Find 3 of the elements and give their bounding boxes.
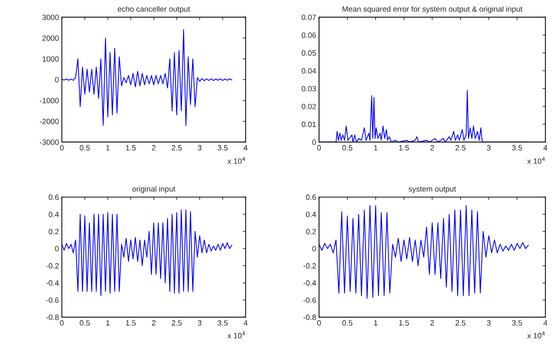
- line-series: [62, 210, 232, 296]
- line-series: [62, 29, 232, 126]
- line-series: [319, 205, 529, 299]
